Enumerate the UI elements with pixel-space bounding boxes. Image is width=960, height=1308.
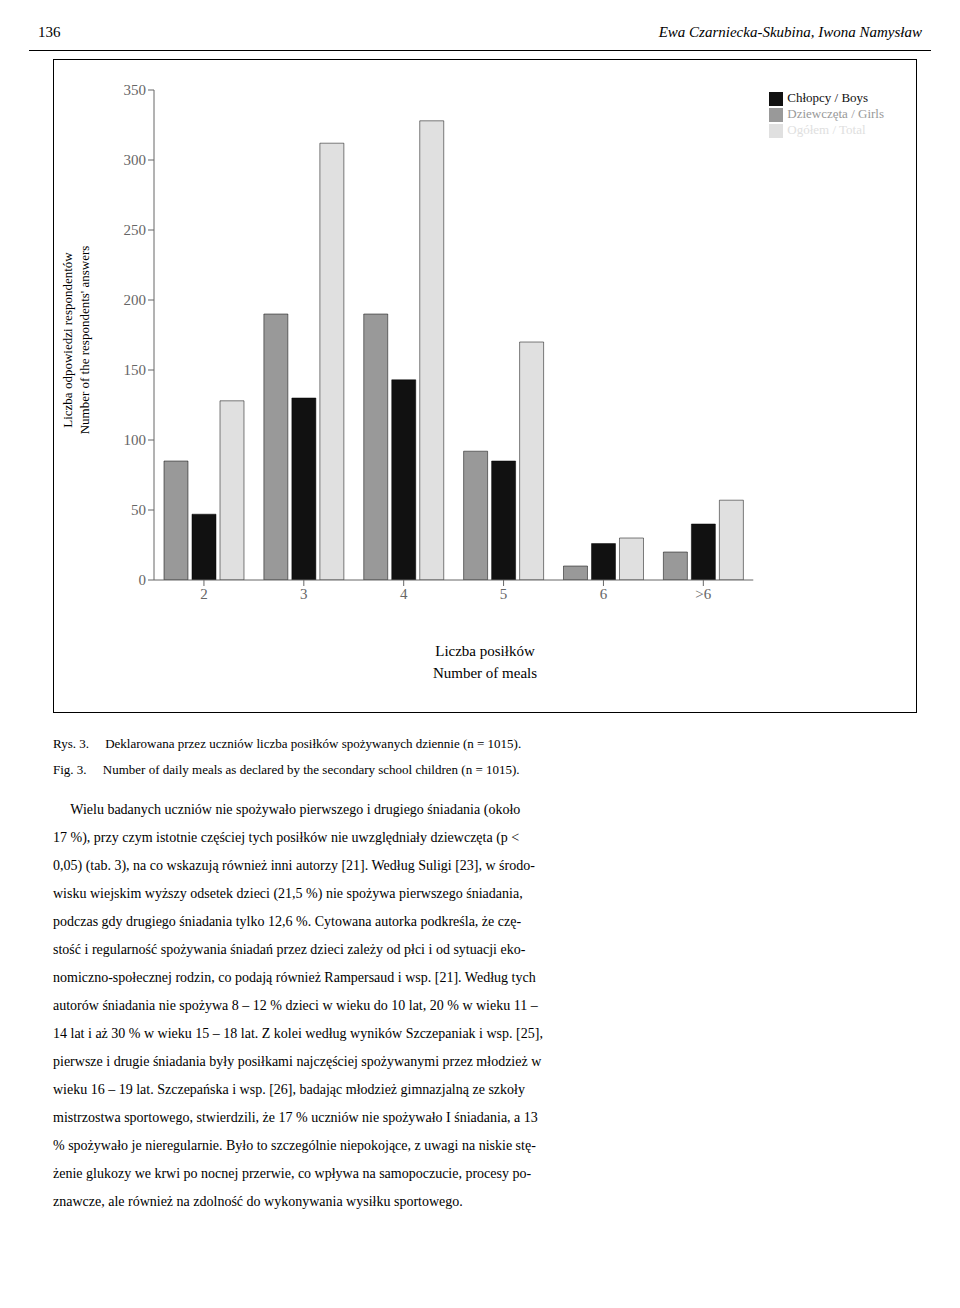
svg-text:200: 200 bbox=[124, 292, 147, 308]
html-text:% spożywało je nieregularnie.: % spożywało je nieregularnie. Było to sz… bbox=[53, 1138, 536, 1153]
svg-text:250: 250 bbox=[124, 222, 147, 238]
html-text:Liczba odpowiedzi respondentów: Liczba odpowiedzi respondentów bbox=[60, 252, 75, 428]
svg-text:300: 300 bbox=[124, 152, 147, 168]
html-text:podczas gdy drugiego śniadania: podczas gdy drugiego śniadania tylko 12,… bbox=[53, 914, 522, 929]
html-text:autorów śniadania nie spożywa: autorów śniadania nie spożywa 8 – 12 % d… bbox=[53, 998, 538, 1013]
svg-text:3: 3 bbox=[300, 586, 308, 602]
html-text:Ogółem / Total: Ogółem / Total bbox=[787, 122, 866, 137]
html-text:136: 136 bbox=[38, 24, 61, 40]
svg-text:2: 2 bbox=[200, 586, 208, 602]
html-text:Rys. 3. Deklarowana przez uczn: Rys. 3. Deklarowana przez uczniów liczba… bbox=[53, 736, 522, 751]
svg-text:6: 6 bbox=[600, 586, 608, 602]
html-text:żenie glukozy we krwi po nocne: żenie glukozy we krwi po nocnej przerwie… bbox=[53, 1166, 532, 1181]
svg-text:350: 350 bbox=[124, 82, 147, 98]
html-text:Number of meals: Number of meals bbox=[432, 665, 538, 681]
html-text:mistrzostwa sportowego, stwier: mistrzostwa sportowego, stwierdzili, że … bbox=[53, 1110, 538, 1125]
html-text:Wielu badanych uczniów nie spo: Wielu badanych uczniów nie spożywało pie… bbox=[53, 802, 521, 817]
html-text:Chłopcy / Boys: Chłopcy / Boys bbox=[787, 90, 869, 105]
svg-text:4: 4 bbox=[400, 586, 408, 602]
html-text:stość i regularność spożywania: stość i regularność spożywania śniadań p… bbox=[53, 942, 526, 957]
svg-text:150: 150 bbox=[124, 362, 147, 378]
html-text:wieku 16 – 19 lat. Szczepańska: wieku 16 – 19 lat. Szczepańska i wsp. [2… bbox=[53, 1082, 525, 1097]
svg-text:50: 50 bbox=[131, 502, 146, 518]
svg-text:5: 5 bbox=[500, 586, 508, 602]
svg-text:100: 100 bbox=[124, 432, 147, 448]
html-text:pierwsze i drugie śniadania by: pierwsze i drugie śniadania były posiłka… bbox=[53, 1054, 542, 1069]
html-text:Fig. 3. Number of daily meals: Fig. 3. Number of daily meals as declare… bbox=[53, 762, 520, 777]
html-text:17 %), przy czym istotnie częś: 17 %), przy czym istotnie częściej tych … bbox=[53, 830, 520, 845]
svg-text:>6: >6 bbox=[695, 586, 711, 602]
html-text:0,05) (tab. 3), na co wskazują: 0,05) (tab. 3), na co wskazują również i… bbox=[53, 858, 535, 873]
html-text:znawcze, ale również na zdolno: znawcze, ale również na zdolność do wyko… bbox=[53, 1194, 463, 1209]
html-text:Liczba posiłków: Liczba posiłków bbox=[435, 643, 535, 659]
html-text:wisku wiejskim wyższy odsetek: wisku wiejskim wyższy odsetek dzieci (21… bbox=[53, 886, 523, 901]
html-text:nomiczno-społecznej rodzin, co: nomiczno-społecznej rodzin, co podają ró… bbox=[53, 970, 536, 985]
html-text:14 lat i aż 30 % w wieku 15 –: 14 lat i aż 30 % w wieku 15 – 18 lat. Z … bbox=[53, 1026, 543, 1041]
html-text:Ewa Czarniecka-Skubina, Iwona: Ewa Czarniecka-Skubina, Iwona Namysław bbox=[658, 24, 922, 40]
html-text:Number of the respondents' ans: Number of the respondents' answers bbox=[77, 245, 92, 435]
svg-text:0: 0 bbox=[139, 572, 147, 588]
html-text:Dziewczęta / Girls: Dziewczęta / Girls bbox=[787, 106, 884, 121]
